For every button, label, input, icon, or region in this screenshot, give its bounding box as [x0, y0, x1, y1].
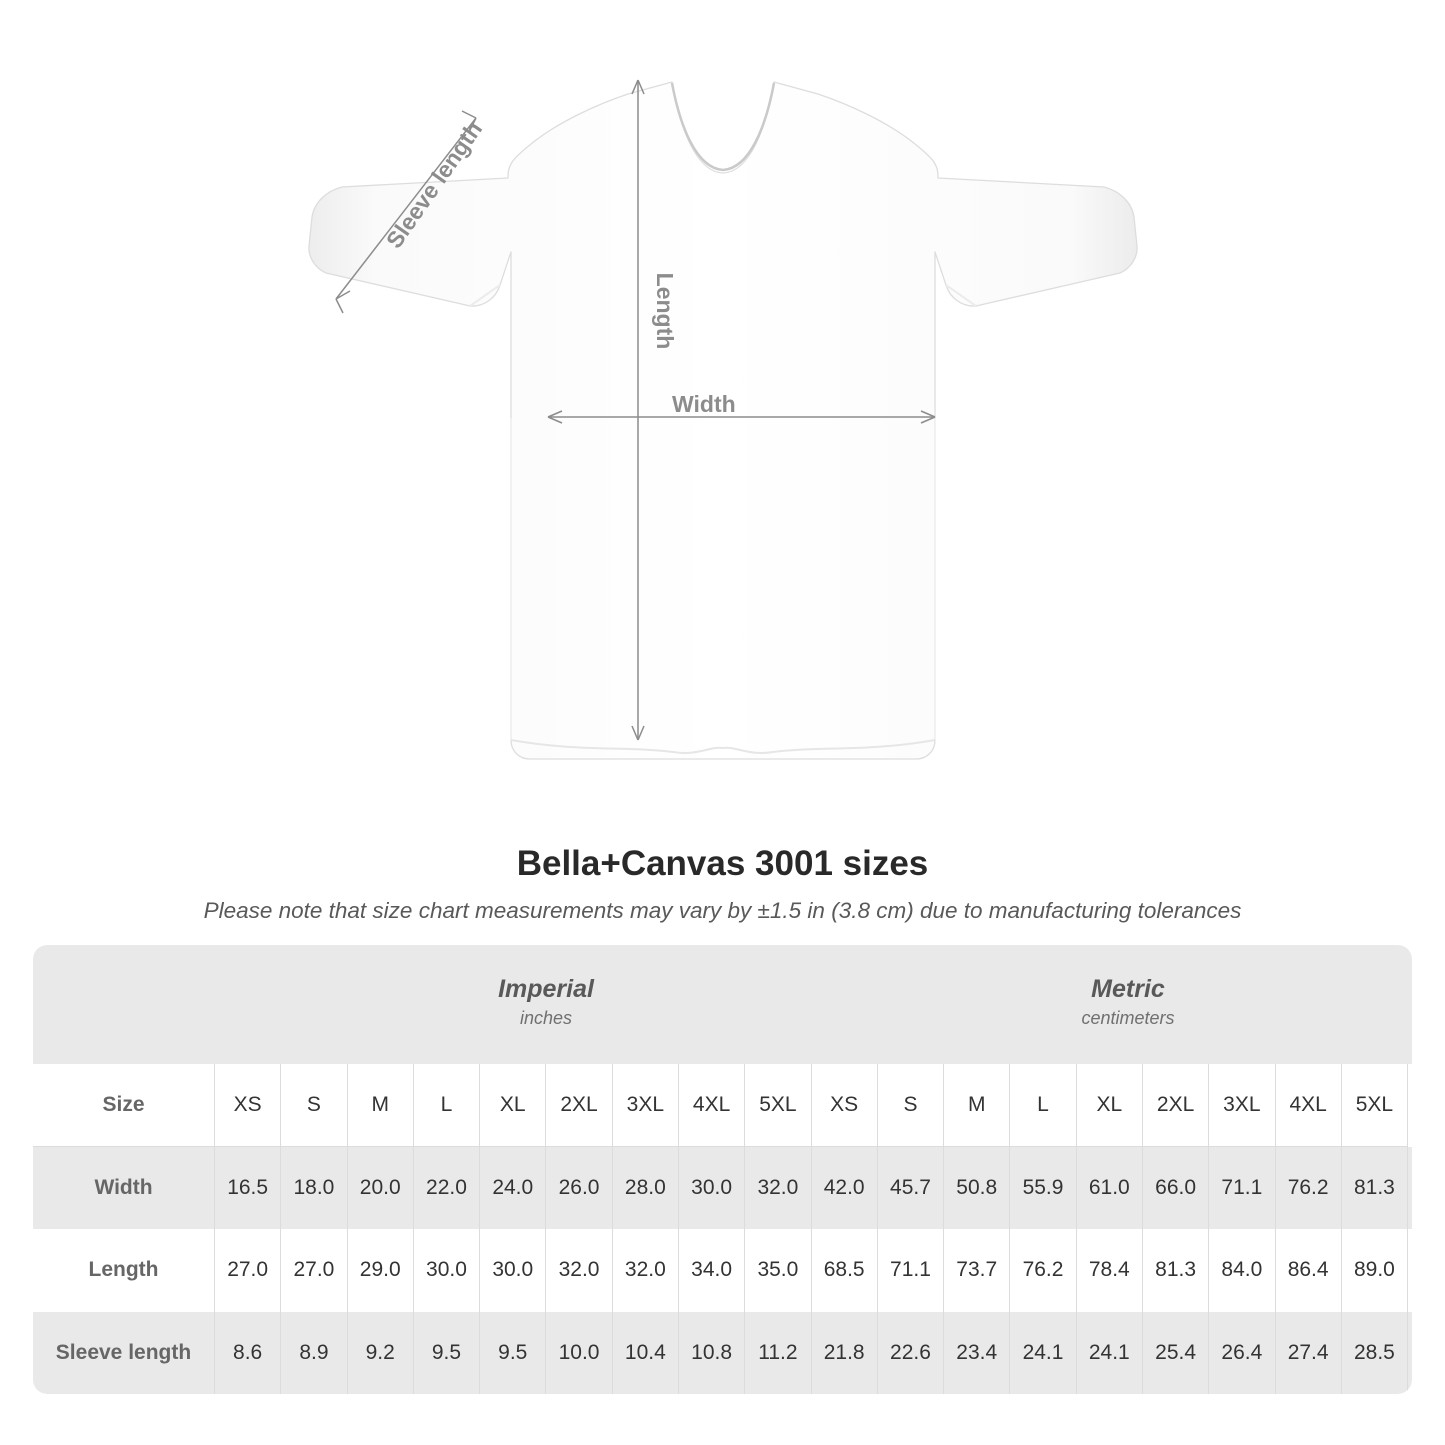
svg-text:Length: Length [652, 273, 678, 350]
svg-text:Width: Width [672, 391, 736, 417]
